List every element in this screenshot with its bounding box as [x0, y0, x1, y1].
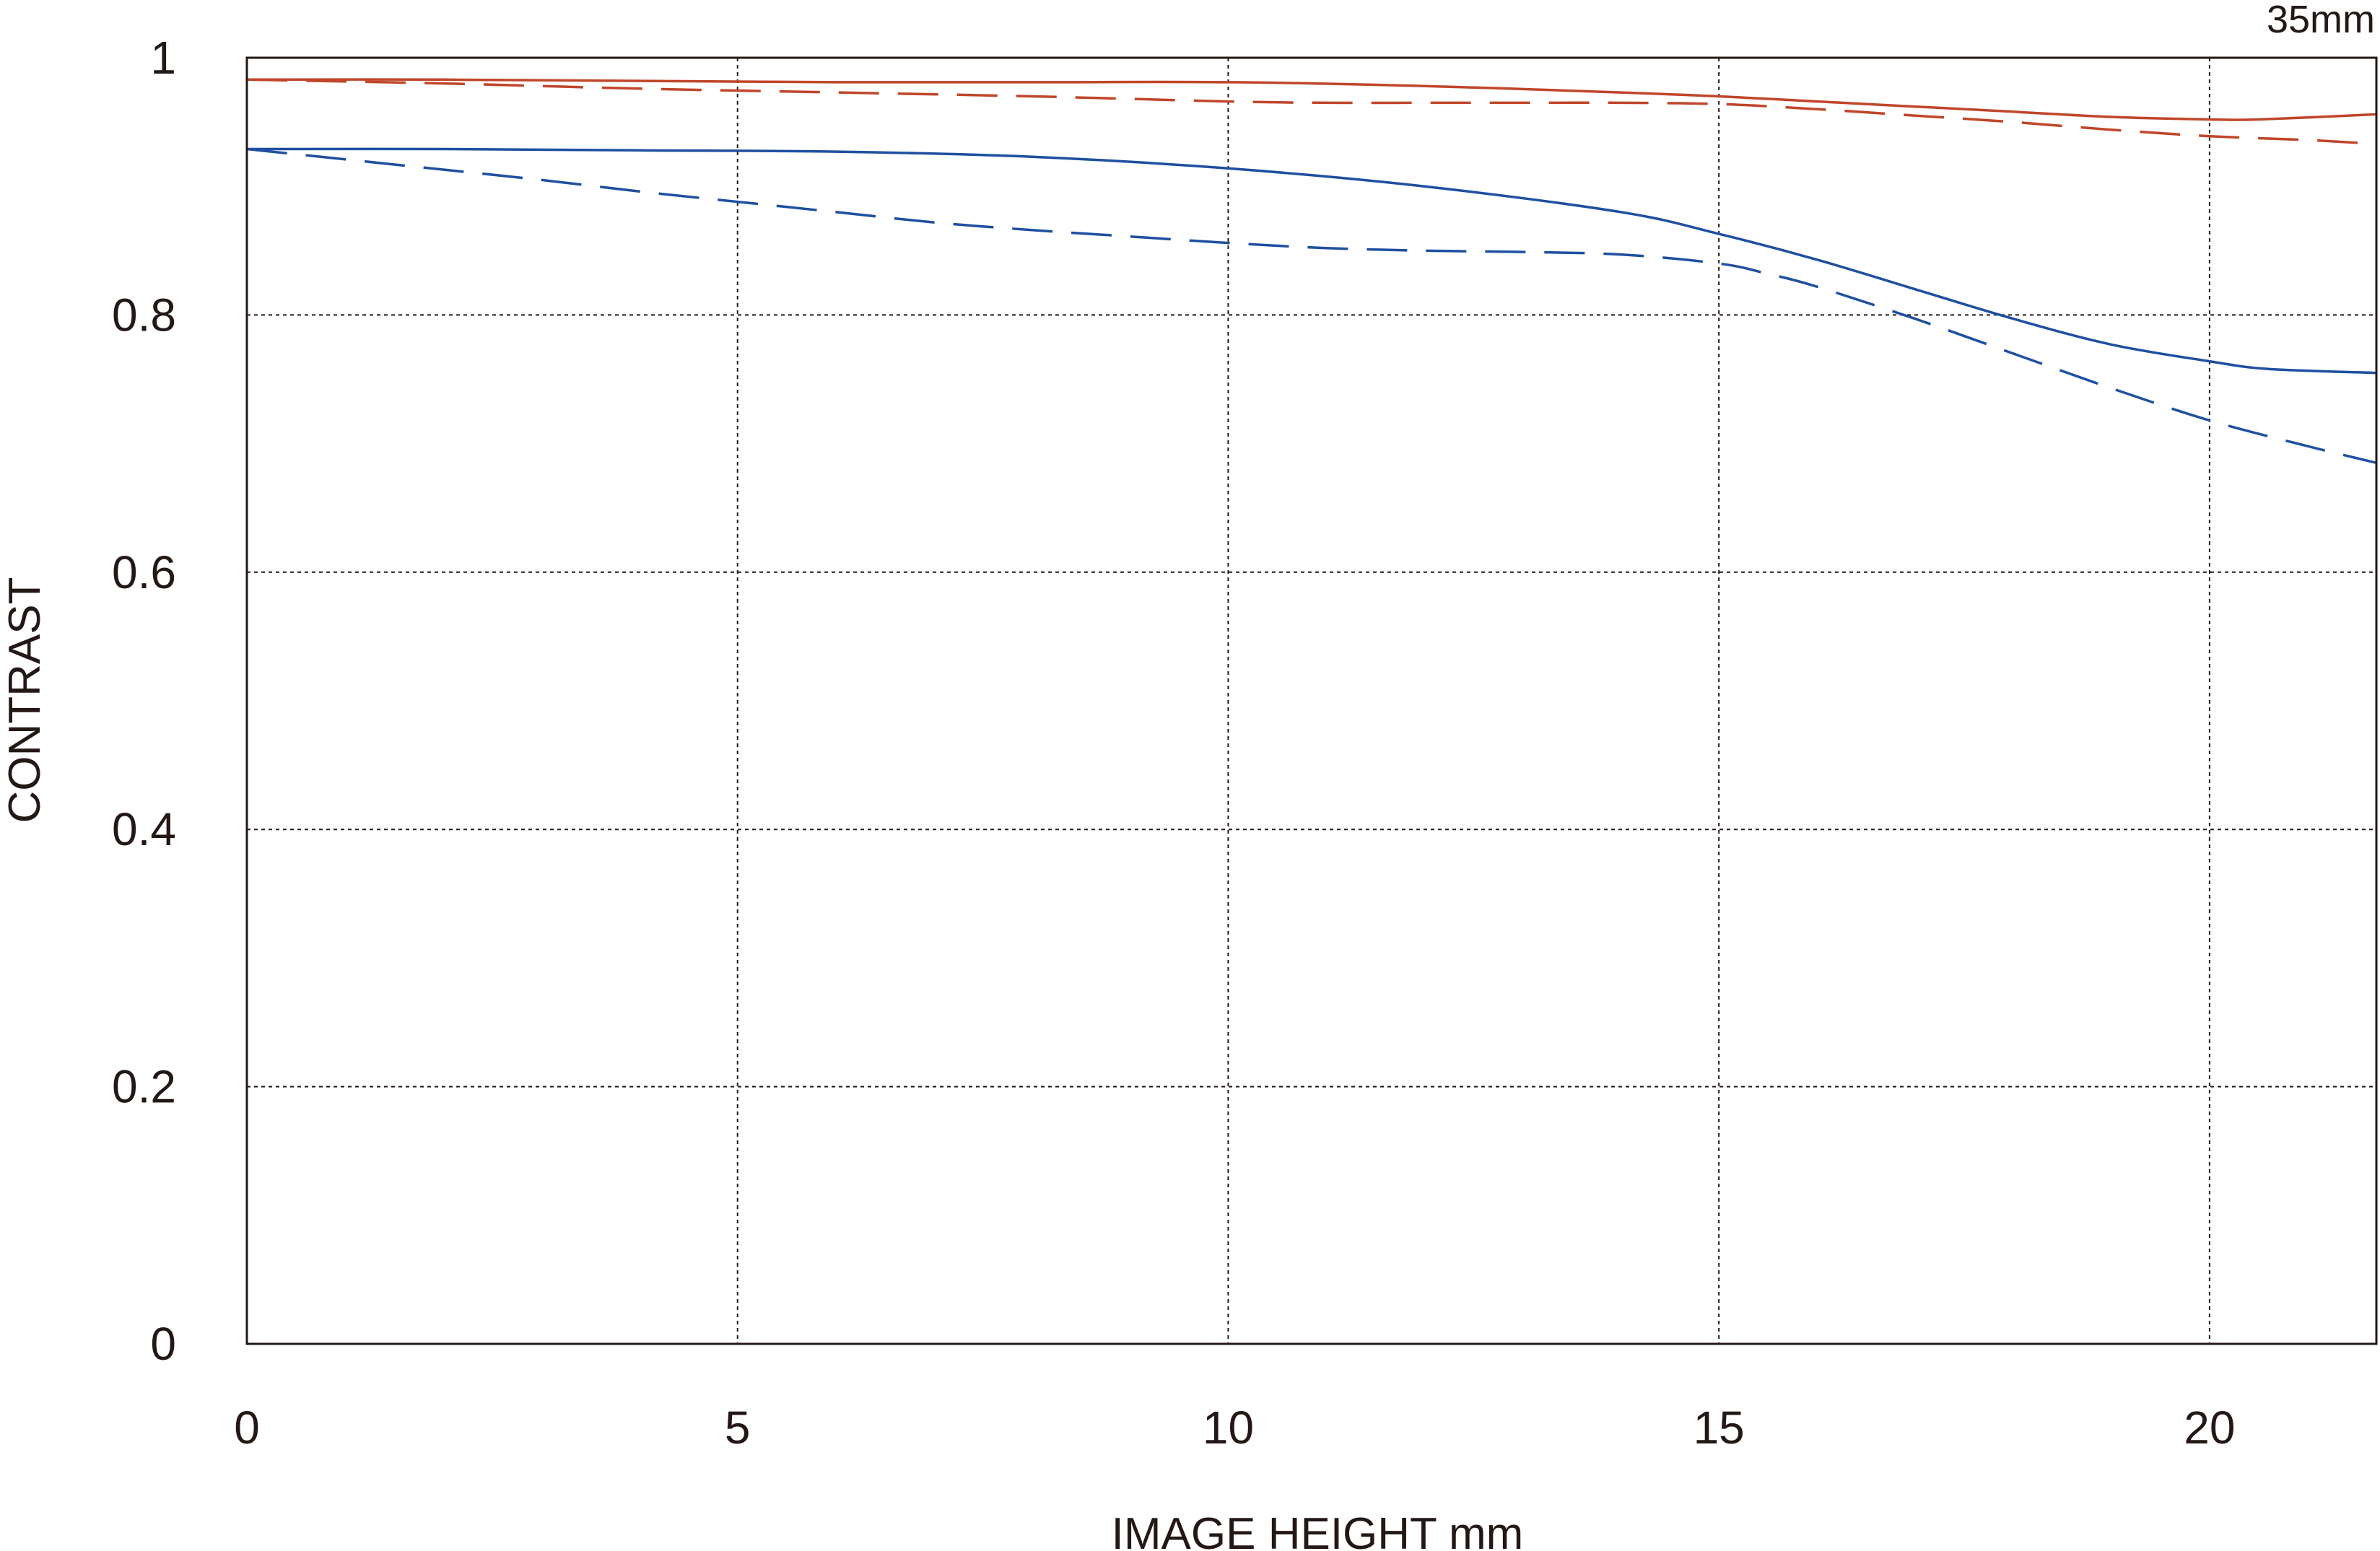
x-tick-label: 15: [1694, 1402, 1745, 1454]
x-axis-label: IMAGE HEIGHT mm: [1112, 1509, 1524, 1551]
grid-lines: [247, 58, 2376, 1344]
y-tick-label: 0.4: [112, 803, 176, 855]
series-line-3: [246, 147, 2377, 375]
series-line-1: [246, 78, 2377, 121]
y-tick-label: 0.6: [112, 546, 176, 598]
y-tick-label: 0.8: [112, 289, 176, 341]
series-line-4: [246, 147, 2377, 465]
plot-frame: [245, 56, 2378, 1345]
focal-length-label: 35mm: [2267, 0, 2375, 41]
y-tick-label: 1: [150, 32, 176, 84]
y-axis-label: CONTRAST: [0, 577, 50, 823]
x-tick-label: 5: [725, 1402, 751, 1454]
x-tick-label: 10: [1203, 1402, 1254, 1454]
y-tick-label: 0: [150, 1318, 176, 1370]
series-layer: [246, 78, 2377, 465]
y-tick-labels: 0 0.2 0.4 0.6 0.8 1: [112, 32, 176, 1370]
series-line-2: [246, 78, 2377, 146]
x-tick-label: 0: [234, 1402, 260, 1454]
x-tick-label: 20: [2184, 1402, 2235, 1454]
x-tick-labels: 0 5 10 15 20: [234, 1402, 2235, 1454]
y-tick-label: 0.2: [112, 1061, 176, 1113]
